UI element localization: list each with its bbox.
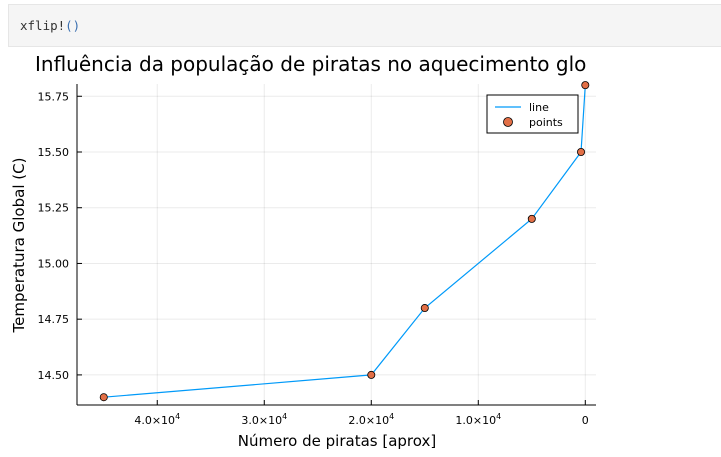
x-tick-label: 0 <box>582 414 589 427</box>
legend-label: points <box>529 116 563 129</box>
chart-ticks: 4.0×104 3.0×104 2.0×104 1.0×104 0 14.50 14.75 1… <box>38 90 589 427</box>
x-tick-label: 4.0×104 <box>134 412 180 427</box>
legend-label: line <box>529 101 549 114</box>
data-point <box>577 147 586 156</box>
chart-series <box>99 81 590 402</box>
chart-title: Influência da população de piratas no aq… <box>35 52 586 76</box>
data-point <box>367 370 376 379</box>
x-axis-label: Número de piratas [aprox] <box>238 432 436 450</box>
y-tick-label: 15.00 <box>38 257 70 270</box>
chart-axes <box>76 84 596 406</box>
series-line <box>103 85 586 398</box>
x-tick-label: 1.0×104 <box>455 412 501 427</box>
x-tick-label: 2.0×104 <box>348 412 394 427</box>
data-point <box>99 393 108 402</box>
data-point <box>527 214 536 223</box>
code-line: xflip!() <box>20 18 80 33</box>
code-function-name: xflip! <box>20 18 66 33</box>
y-axis-label: Temperatura Global (C) <box>10 158 28 334</box>
code-cell[interactable]: xflip!() <box>8 4 721 47</box>
data-point <box>420 304 429 313</box>
code-parens: () <box>65 18 81 33</box>
y-tick-label: 14.75 <box>38 313 70 326</box>
data-point <box>581 81 590 90</box>
y-tick-label: 15.50 <box>38 146 70 159</box>
chart-legend: line points <box>486 94 579 134</box>
legend-point-swatch <box>503 117 513 127</box>
legend-box <box>486 94 579 134</box>
y-tick-label: 14.50 <box>38 369 70 382</box>
x-tick-label: 3.0×104 <box>241 412 287 427</box>
y-tick-label: 15.75 <box>38 90 70 103</box>
y-tick-label: 15.25 <box>38 202 70 215</box>
